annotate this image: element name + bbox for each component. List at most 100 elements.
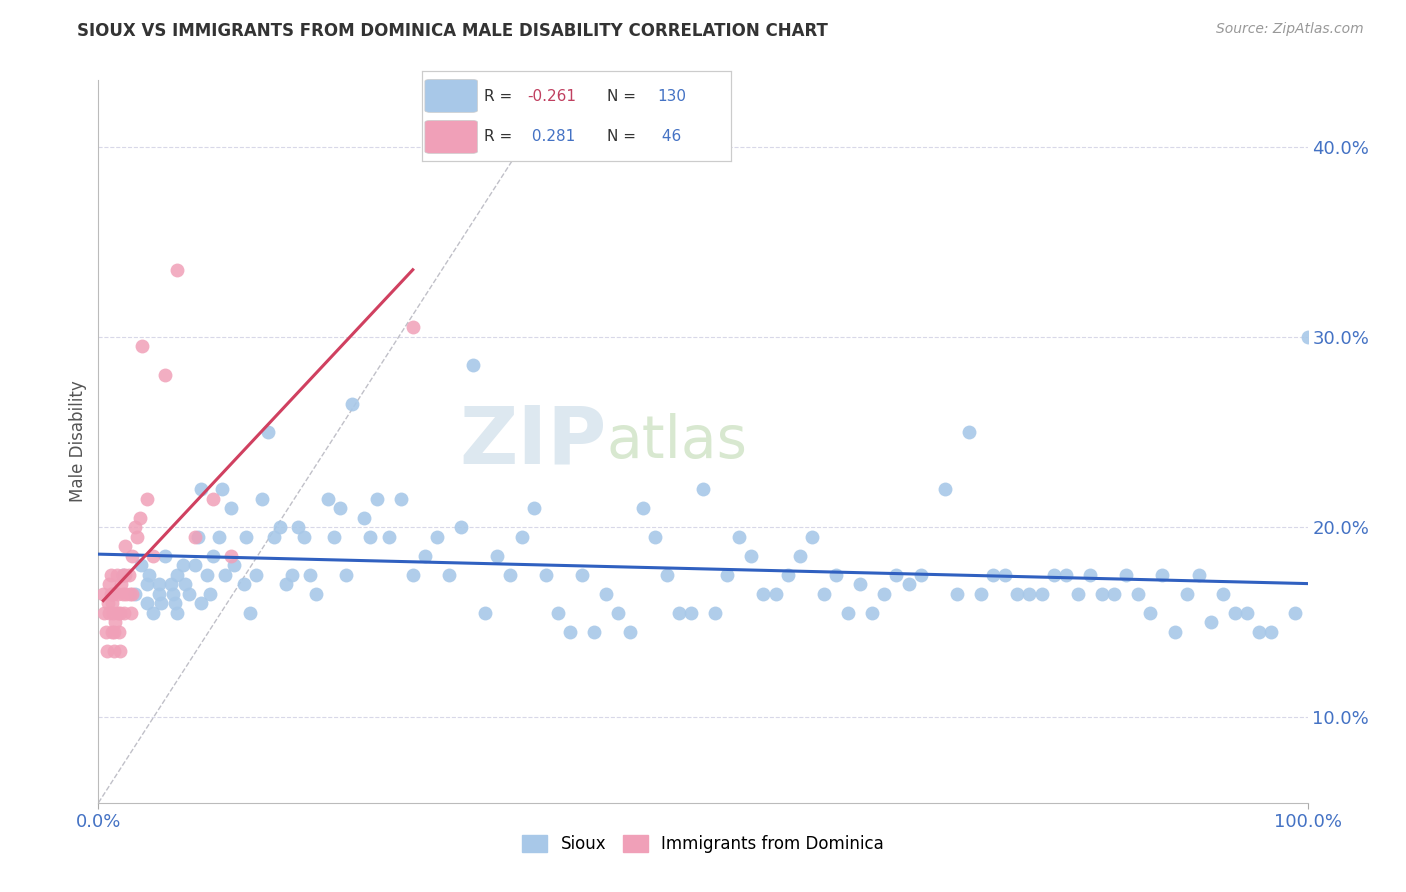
- Point: [323, 530, 346, 544]
- Point: [1139, 606, 1161, 620]
- Point: [135, 596, 157, 610]
- Point: [305, 587, 328, 601]
- Point: [198, 587, 221, 601]
- Point: [118, 587, 141, 601]
- Point: [274, 577, 297, 591]
- Point: [426, 530, 449, 544]
- Point: [98, 577, 121, 591]
- Point: [107, 587, 129, 601]
- Point: [897, 577, 920, 591]
- Point: [1152, 567, 1174, 582]
- Point: [366, 491, 388, 506]
- Point: [335, 567, 357, 582]
- FancyBboxPatch shape: [425, 79, 478, 112]
- Point: [558, 624, 581, 639]
- Point: [1031, 587, 1053, 601]
- Point: [142, 549, 165, 563]
- Point: [195, 567, 218, 582]
- Point: [474, 606, 496, 620]
- Point: [111, 567, 134, 582]
- Point: [934, 482, 956, 496]
- Point: [121, 549, 143, 563]
- Point: [825, 567, 848, 582]
- Point: [108, 643, 131, 657]
- Point: [108, 606, 131, 620]
- Point: [631, 501, 654, 516]
- Point: [148, 577, 170, 591]
- Point: [740, 549, 762, 563]
- Text: R =: R =: [484, 89, 517, 103]
- Point: [534, 567, 557, 582]
- Point: [789, 549, 811, 563]
- Text: -0.261: -0.261: [527, 89, 576, 103]
- Point: [221, 501, 243, 516]
- Point: [211, 482, 233, 496]
- Point: [437, 567, 460, 582]
- Legend: Sioux, Immigrants from Dominica: Sioux, Immigrants from Dominica: [516, 828, 890, 860]
- Point: [202, 491, 225, 506]
- Text: Source: ZipAtlas.com: Source: ZipAtlas.com: [1216, 22, 1364, 37]
- Point: [523, 501, 546, 516]
- Point: [353, 510, 375, 524]
- Point: [103, 624, 125, 639]
- Point: [184, 558, 207, 573]
- Point: [166, 567, 188, 582]
- Point: [547, 606, 569, 620]
- Point: [957, 425, 980, 439]
- Point: [299, 567, 322, 582]
- Point: [232, 577, 254, 591]
- Point: [752, 587, 775, 601]
- Point: [187, 530, 209, 544]
- Point: [1091, 587, 1114, 601]
- Point: [245, 567, 267, 582]
- Point: [111, 587, 134, 601]
- Point: [583, 624, 606, 639]
- Point: [463, 359, 485, 373]
- Point: [101, 606, 124, 620]
- Point: [208, 530, 231, 544]
- Point: [250, 491, 273, 506]
- Point: [91, 587, 114, 601]
- Point: [174, 577, 197, 591]
- Point: [153, 549, 176, 563]
- Point: [166, 606, 188, 620]
- Point: [389, 491, 412, 506]
- Point: [162, 587, 184, 601]
- Point: [221, 549, 243, 563]
- Point: [190, 482, 212, 496]
- Point: [138, 567, 160, 582]
- Point: [118, 567, 141, 582]
- Point: [679, 606, 702, 620]
- Point: [96, 643, 118, 657]
- Point: [114, 567, 136, 582]
- Point: [281, 567, 304, 582]
- Point: [1199, 615, 1222, 630]
- Point: [124, 520, 146, 534]
- Point: [813, 587, 835, 601]
- Point: [115, 587, 138, 601]
- Point: [1260, 624, 1282, 639]
- Point: [486, 549, 509, 563]
- Point: [127, 530, 149, 544]
- Point: [135, 491, 157, 506]
- Point: [1102, 587, 1125, 601]
- Point: [692, 482, 714, 496]
- Point: [108, 624, 131, 639]
- Text: N =: N =: [607, 89, 641, 103]
- Point: [450, 520, 472, 534]
- Point: [100, 587, 122, 601]
- Point: [619, 624, 641, 639]
- Point: [287, 520, 309, 534]
- Point: [873, 587, 896, 601]
- Point: [644, 530, 666, 544]
- Point: [100, 567, 122, 582]
- Point: [1188, 567, 1211, 582]
- Point: [498, 567, 520, 582]
- Point: [946, 587, 969, 601]
- Point: [1163, 624, 1185, 639]
- Point: [184, 530, 207, 544]
- Point: [160, 577, 183, 591]
- Point: [1078, 567, 1101, 582]
- Point: [150, 596, 173, 610]
- Point: [668, 606, 690, 620]
